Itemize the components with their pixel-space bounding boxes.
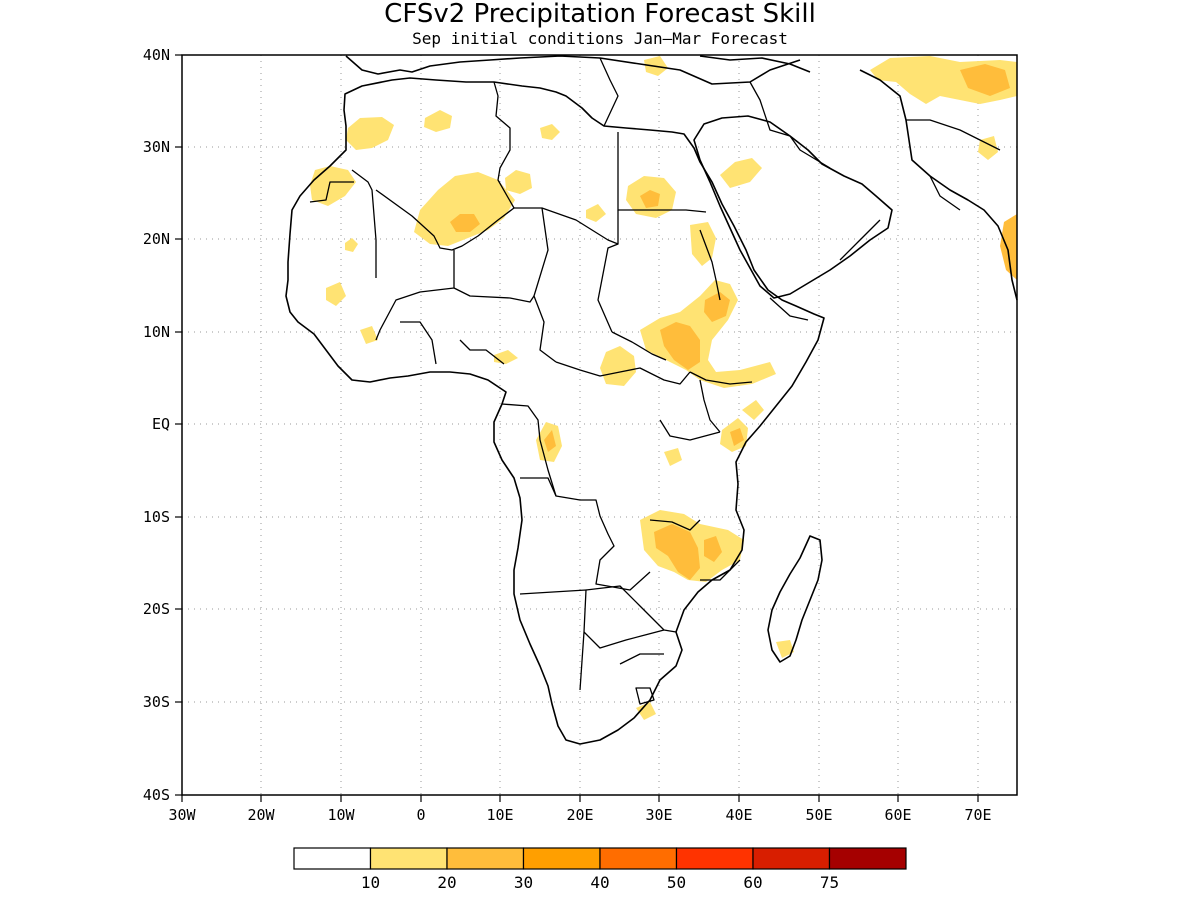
colorbar-swatch <box>675 847 754 870</box>
shade-madagascar <box>776 640 794 658</box>
lat-label: 10N <box>143 323 170 341</box>
skill-shading <box>310 56 1017 720</box>
gridlines <box>182 55 1017 795</box>
shade-zambia-core <box>654 524 700 580</box>
coast-africa <box>285 77 825 745</box>
shade-arabia <box>720 158 762 188</box>
lat-label: 40S <box>143 786 170 804</box>
lon-axis-labels: 30W 20W 10W 0 10E 20E 30E 40E 50E 60E 70… <box>168 806 991 824</box>
shade-ethiopia-core <box>660 322 700 370</box>
lon-label: 20W <box>247 806 275 824</box>
shade-cameroon <box>494 350 518 364</box>
coast-madagascar <box>767 535 823 663</box>
shade-libya-north <box>540 124 560 140</box>
map-frame <box>181 54 1018 796</box>
map-plot-area <box>181 54 1018 796</box>
shade-congo-core <box>544 430 556 452</box>
shade-ethiopia-core2 <box>704 292 730 322</box>
lat-label: 20S <box>143 600 170 618</box>
shade-western-sahara <box>310 166 356 206</box>
colorbar-label: 75 <box>820 873 839 892</box>
shade-algeria-north <box>424 110 452 132</box>
lat-label: 40N <box>143 46 170 64</box>
shade-west-africa <box>326 282 346 306</box>
coastlines <box>285 55 1018 745</box>
shade-mauritania <box>345 238 358 252</box>
coast-arabia <box>693 115 893 299</box>
lat-label: 10S <box>143 508 170 526</box>
shade-kenya-core <box>730 428 744 446</box>
axis-ticks <box>175 54 979 802</box>
country-borders <box>309 57 1001 705</box>
shade-tanzania-north <box>664 448 682 466</box>
colorbar-swatch <box>293 847 372 870</box>
shade-south-africa <box>636 702 656 720</box>
lat-label: EQ <box>152 415 170 433</box>
lat-label: 30N <box>143 138 170 156</box>
coast-black-sea <box>699 55 811 73</box>
map-subtitle: Sep initial conditions Jan—Mar Forecast <box>412 29 788 48</box>
shade-algeria-mali-core <box>450 214 480 232</box>
shade-egypt-core <box>640 190 660 208</box>
colorbar-swatch <box>446 847 525 870</box>
colorbar-swatch <box>369 847 448 870</box>
colorbar-label: 10 <box>361 873 380 892</box>
colorbar-label: 60 <box>743 873 762 892</box>
lon-label: 30W <box>168 806 196 824</box>
colorbar-swatch <box>522 847 601 870</box>
lon-label: 60E <box>884 806 911 824</box>
map-title: CFSv2 Precipitation Forecast Skill <box>384 0 816 29</box>
lon-label: 30E <box>645 806 672 824</box>
colorbar-label: 40 <box>590 873 609 892</box>
coast-asia <box>859 69 1018 301</box>
shade-central-asia-core <box>960 64 1010 96</box>
shade-nw-africa <box>346 117 394 150</box>
coast-europe <box>345 55 801 85</box>
lon-label: 10W <box>327 806 355 824</box>
colorbar: 10 20 30 40 50 60 75 <box>293 847 907 892</box>
shade-liberia <box>360 326 378 344</box>
colorbar-swatch <box>599 847 678 870</box>
shade-south-sudan <box>600 346 636 386</box>
shade-sudan-east <box>690 222 716 266</box>
lon-label: 10E <box>486 806 513 824</box>
lon-label: 0 <box>416 806 425 824</box>
lon-label: 20E <box>566 806 593 824</box>
lon-label: 40E <box>725 806 752 824</box>
colorbar-label: 30 <box>514 873 533 892</box>
colorbar-swatch <box>828 847 907 870</box>
colorbar-label: 20 <box>437 873 456 892</box>
lat-label: 20N <box>143 230 170 248</box>
lon-label: 70E <box>964 806 991 824</box>
colorbar-swatch <box>752 847 831 870</box>
lat-axis-labels: 40N 30N 20N 10N EQ 10S 20S 30S 40S <box>143 46 170 804</box>
shade-india-west <box>1000 214 1017 280</box>
shade-sudan-north <box>586 204 606 222</box>
colorbar-label: 50 <box>667 873 686 892</box>
shade-ethiopia-sudan <box>640 280 776 388</box>
lat-label: 30S <box>143 693 170 711</box>
shade-malawi-core <box>704 536 722 562</box>
lon-label: 50E <box>805 806 832 824</box>
shade-somalia <box>742 400 764 420</box>
shade-libya <box>505 170 532 194</box>
shade-algeria-mali <box>414 172 515 246</box>
